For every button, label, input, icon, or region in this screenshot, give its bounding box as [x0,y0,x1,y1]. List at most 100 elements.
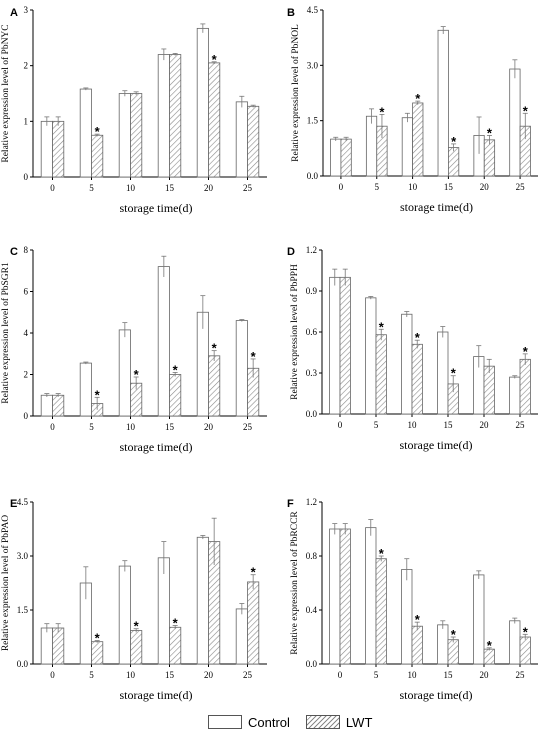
significance-star: * [415,91,421,106]
y-tick-label: 1 [24,116,29,126]
significance-star: * [134,367,140,382]
bar-lwt [340,138,352,177]
x-tick-label: 10 [408,182,418,192]
bar-lwt [130,630,143,665]
x-axis-label: storage time(d) [120,688,193,702]
bar-control [157,54,170,178]
bar-lwt [483,139,496,177]
y-tick-label: 1.2 [306,497,317,507]
x-tick-label: 15 [444,670,454,680]
x-tick-label: 15 [444,182,454,192]
bar-control [365,527,377,665]
bar-lwt [411,625,423,665]
panel-letter: A [10,7,18,19]
legend-swatch-control [208,715,242,729]
x-tick-label: 5 [89,183,94,193]
bar-control [509,68,521,177]
x-tick-label: 5 [89,670,94,680]
significance-star: * [95,631,101,646]
y-tick-label: 3.0 [307,60,319,70]
x-tick-label: 20 [204,670,214,680]
bar-lwt [52,394,65,417]
bar-control [157,266,170,417]
significance-star: * [379,104,385,119]
significance-star: * [415,330,421,345]
chart-panel-e: E 0.0 1.5 3.0 4.5 0 5 10 15 20 25 storage time(d) Re… [0,497,267,702]
legend: Control LWT [208,712,388,732]
y-tick-label: 0.6 [306,327,318,337]
panel-letter: D [287,246,295,258]
significance-star: * [134,619,140,634]
bar-control [509,620,521,665]
y-axis-label: Relative expression level of PbNOL [290,24,301,162]
legend-label-lwt: LWT [345,714,373,730]
chart-panel-a: A 0 1 2 3 0 5 10 15 20 25 storage time(d) Relative e… [0,5,267,215]
bar-control [473,574,485,665]
significance-star: * [487,125,493,140]
bar-control [118,565,131,665]
x-tick-label: 20 [480,182,490,192]
x-tick-label: 0 [338,670,343,680]
y-tick-label: 4 [24,328,29,338]
significance-star: * [451,134,457,149]
y-tick-label: 0.0 [17,659,29,669]
y-tick-label: 0.0 [306,409,318,419]
y-tick-label: 0 [24,172,29,182]
x-tick-label: 10 [126,422,136,432]
bar-control [40,627,53,665]
y-tick-label: 3.0 [17,551,29,561]
significance-star: * [173,362,179,377]
bar-lwt [448,147,460,177]
x-tick-label: 0 [50,670,55,680]
y-tick-label: 0.4 [306,605,318,615]
bar-control [196,536,209,665]
bar-control [365,115,378,177]
x-tick-label: 25 [516,670,526,680]
legend-swatch-lwt [305,715,340,729]
significance-star: * [451,366,457,381]
significance-star: * [212,52,218,67]
bar-lwt [247,581,260,665]
y-axis-label: Relative expression level of PbNYC [0,24,11,162]
y-tick-label: 4.5 [307,5,319,15]
bar-control [329,276,341,415]
bar-control [235,320,248,417]
chart-panel-d: D 0.0 0.3 0.6 0.9 1.2 0 5 10 15 20 25 storage time(d… [287,245,538,452]
x-tick-label: 5 [374,420,379,430]
x-tick-label: 10 [126,670,136,680]
x-tick-label: 25 [516,182,526,192]
y-tick-label: 2 [24,370,29,380]
bar-control [401,117,413,177]
x-tick-label: 15 [165,422,175,432]
significance-star: * [95,387,101,402]
bar-control [365,297,377,415]
y-tick-label: 3 [24,5,29,15]
bar-control [509,376,521,415]
bar-control [437,331,449,415]
significance-star: * [523,624,529,639]
bar-lwt [169,54,182,178]
significance-star: * [251,349,257,364]
y-tick-label: 2 [24,61,29,71]
x-tick-label: 15 [444,420,454,430]
x-tick-label: 0 [50,422,55,432]
significance-star: * [379,319,385,334]
significance-star: * [173,615,179,630]
bar-lwt [208,355,221,417]
y-tick-label: 1.5 [307,116,319,126]
panel-letter: F [287,498,294,510]
y-tick-label: 0.0 [306,659,318,669]
bar-control [196,27,209,178]
y-tick-label: 0.3 [306,368,318,378]
x-axis-label: storage time(d) [400,200,473,214]
x-tick-label: 20 [480,670,490,680]
y-tick-label: 0.8 [306,551,318,561]
bar-lwt [169,374,182,417]
significance-star: * [487,638,493,653]
chart-panel-b: B 0.0 1.5 3.0 4.5 0 5 10 15 20 25 storage time(d) Re… [287,5,538,214]
bar-lwt [412,102,424,177]
bar-control [235,608,248,665]
significance-star: * [415,612,421,627]
bar-control [40,394,53,417]
